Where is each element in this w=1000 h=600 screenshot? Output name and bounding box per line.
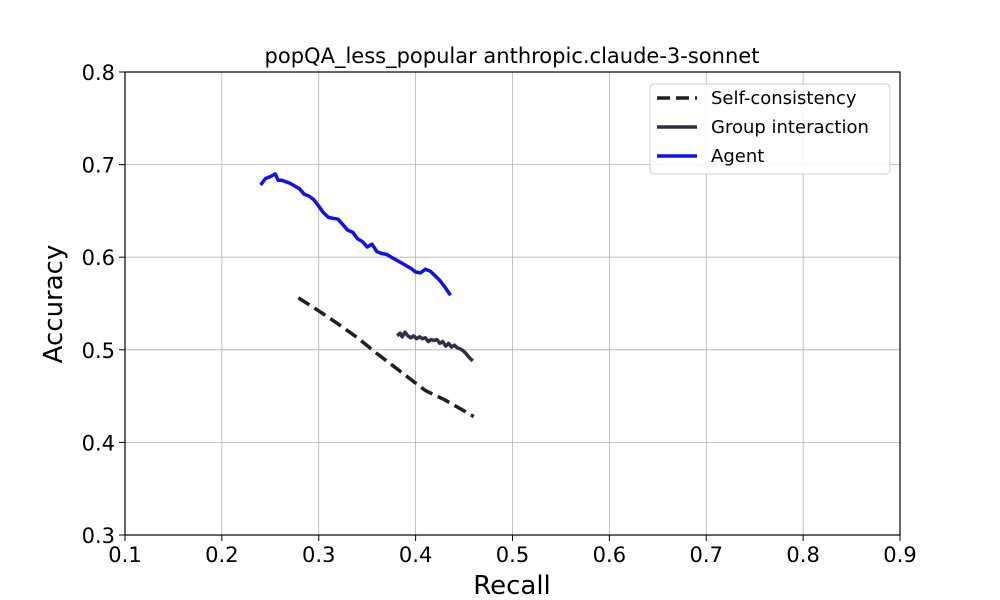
y-tick-label: 0.4 xyxy=(82,431,115,455)
y-tick-label: 0.8 xyxy=(82,61,115,85)
x-tick-label: 0.6 xyxy=(593,543,626,567)
legend-label: Group interaction xyxy=(711,117,869,138)
series-line-agent xyxy=(259,172,452,297)
legend-box xyxy=(649,83,891,175)
chart-title: popQA_less_popular anthropic.claude-3-so… xyxy=(265,44,760,69)
series-line-self-consistency xyxy=(297,296,475,419)
x-tick-label: 0.8 xyxy=(786,543,819,567)
ticks: 0.1 0.2 0.3 0.4 0.5 0.6 0.7 0.8 0.9 0.3 0.4 0.5 0.6 0… xyxy=(82,61,917,567)
y-tick-label: 0.7 xyxy=(82,154,115,178)
y-tick-label: 0.3 xyxy=(82,524,115,548)
y-tick-label: 0.6 xyxy=(82,246,115,270)
x-tick-label: 0.5 xyxy=(496,543,529,567)
y-axis-label: Accuracy xyxy=(39,245,69,364)
y-tick-label: 0.5 xyxy=(82,339,115,363)
x-tick-label: 0.3 xyxy=(302,543,335,567)
x-tick-label: 0.7 xyxy=(690,543,723,567)
legend: Self-consistency Group interaction Agent xyxy=(649,83,891,175)
x-tick-label: 0.9 xyxy=(883,543,916,567)
x-tick-label: 0.1 xyxy=(108,543,141,567)
x-tick-label: 0.4 xyxy=(399,543,432,567)
x-axis-label: Recall xyxy=(473,571,551,600)
legend-label: Agent xyxy=(711,146,764,167)
series-line-group-interaction xyxy=(395,330,475,363)
series-lines xyxy=(259,172,475,419)
x-tick-label: 0.2 xyxy=(205,543,238,567)
legend-label: Self-consistency xyxy=(711,88,857,109)
